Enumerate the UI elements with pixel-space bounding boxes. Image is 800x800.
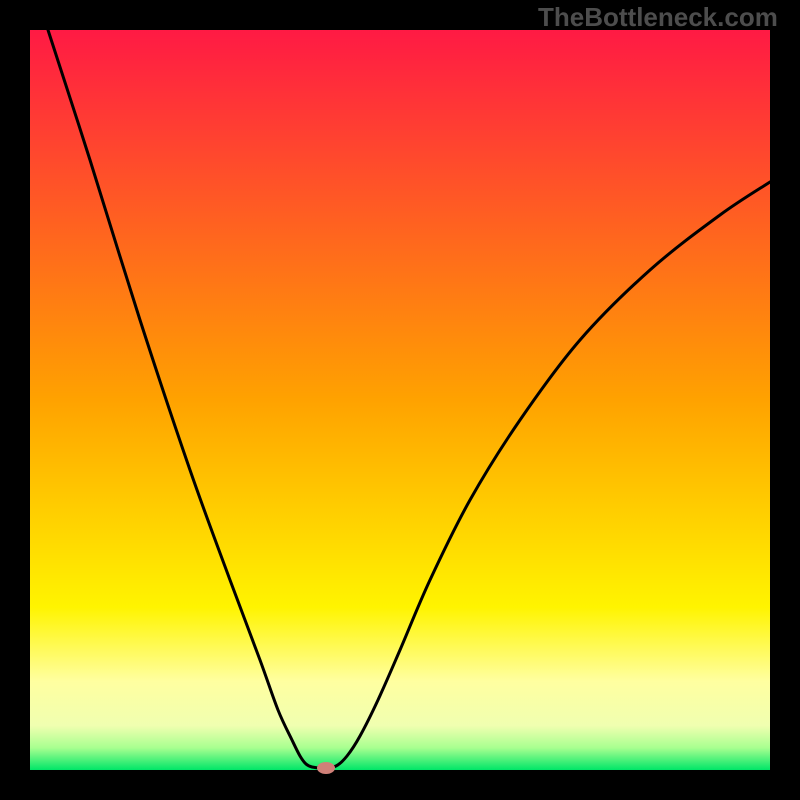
optimal-point-marker (317, 762, 335, 774)
bottleneck-curve (48, 30, 770, 768)
chart-frame: TheBottleneck.com (0, 0, 800, 800)
bottleneck-curve-layer (0, 0, 800, 800)
